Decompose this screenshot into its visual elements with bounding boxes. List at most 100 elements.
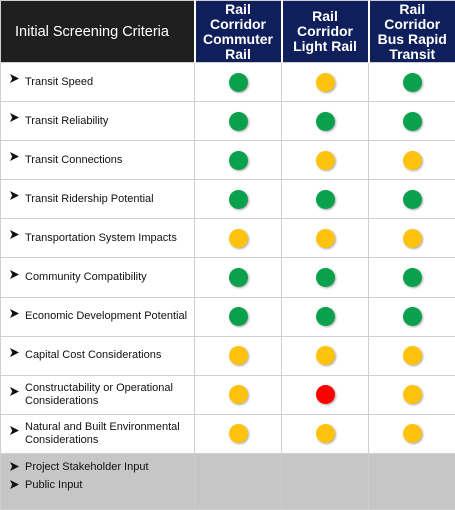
rating-green-dot-icon xyxy=(315,268,335,288)
rating-cell xyxy=(281,61,369,103)
rating-cell xyxy=(194,218,282,259)
rating-cell xyxy=(368,257,455,298)
rating-cell xyxy=(194,140,282,181)
arrow-bullet-icon xyxy=(9,386,20,397)
rating-green-dot-icon xyxy=(315,111,335,131)
rating-yellow-dot-icon xyxy=(315,424,335,444)
criteria-label: Transportation System Impacts xyxy=(25,232,177,245)
rating-cell xyxy=(281,101,369,142)
criteria-cell: Transit Speed xyxy=(0,61,195,103)
arrow-bullet-icon xyxy=(9,73,20,84)
rating-yellow-dot-icon xyxy=(402,385,422,405)
rating-cell xyxy=(281,218,369,259)
criteria-label: Economic Development Potential xyxy=(25,310,188,323)
criteria-label: Natural and Built Environmental Consider… xyxy=(25,421,180,446)
criteria-label: Transit Reliability xyxy=(25,114,109,127)
rating-yellow-dot-icon xyxy=(315,228,335,248)
criteria-row: Constructability or Operational Consider… xyxy=(0,374,455,415)
criteria-cell: Natural and Built Environmental Consider… xyxy=(0,413,195,455)
criteria-label: Transit Speed xyxy=(25,75,94,88)
arrow-bullet-icon xyxy=(9,479,20,490)
rating-cell xyxy=(281,179,369,220)
arrow-bullet-icon xyxy=(9,347,20,358)
criteria-label: Transit Connections xyxy=(25,153,123,166)
rating-cell xyxy=(194,374,282,415)
rating-yellow-dot-icon xyxy=(315,346,335,366)
criteria-body: Transit Speed Transit Reliability Transit … xyxy=(0,61,455,455)
rating-yellow-dot-icon xyxy=(228,385,248,405)
rating-cell xyxy=(194,101,282,142)
option-header-commuter-rail: Rail Corridor Commuter Rail xyxy=(193,0,282,63)
rating-green-dot-icon xyxy=(402,268,422,288)
rating-cell xyxy=(281,296,369,337)
arrow-bullet-icon xyxy=(9,151,20,162)
rating-yellow-dot-icon xyxy=(228,346,248,366)
rating-yellow-dot-icon xyxy=(228,228,248,248)
rating-green-dot-icon xyxy=(228,72,248,92)
arrow-bullet-icon xyxy=(9,190,20,201)
criteria-label: Community Compatibility xyxy=(25,271,147,284)
criteria-cell: Transportation System Impacts xyxy=(0,218,195,259)
rating-yellow-dot-icon xyxy=(402,150,422,170)
rating-cell xyxy=(281,140,369,181)
option-header-line: Transit xyxy=(389,45,436,62)
footer-empty-cell xyxy=(194,453,282,510)
criteria-cell: Transit Ridership Potential xyxy=(0,179,195,220)
criteria-row: Transit Connections xyxy=(0,140,455,181)
rating-green-dot-icon xyxy=(228,150,248,170)
rating-green-dot-icon xyxy=(402,189,422,209)
rating-cell xyxy=(368,218,455,259)
rating-cell xyxy=(368,335,455,376)
criteria-cell: Capital Cost Considerations xyxy=(0,335,195,376)
option-header-line: Rail Corridor xyxy=(297,8,353,39)
footer-empty-cell xyxy=(281,453,369,510)
arrow-bullet-icon xyxy=(9,308,20,319)
footer-item: Project Stakeholder Input xyxy=(9,461,194,473)
rating-cell xyxy=(368,296,455,337)
criteria-label: Constructability or Operational Consider… xyxy=(25,382,173,407)
rating-green-dot-icon xyxy=(228,307,248,327)
footer-item: Public Input xyxy=(9,479,194,491)
criteria-row: Transit Ridership Potential xyxy=(0,179,455,220)
rating-green-dot-icon xyxy=(228,189,248,209)
rating-yellow-dot-icon xyxy=(402,424,422,444)
option-header-line: Commuter xyxy=(202,30,273,47)
criteria-cell: Community Compatibility xyxy=(0,257,195,298)
criteria-row: Community Compatibility xyxy=(0,257,455,298)
rating-cell xyxy=(194,179,282,220)
criteria-row: Transit Speed xyxy=(0,61,455,103)
rating-green-dot-icon xyxy=(402,72,422,92)
rating-cell xyxy=(368,374,455,415)
rating-cell xyxy=(194,61,282,103)
option-header-line: Light Rail xyxy=(293,38,357,54)
criteria-cell: Transit Connections xyxy=(0,140,195,181)
criteria-row: Economic Development Potential xyxy=(0,296,455,337)
criteria-row: Transit Reliability xyxy=(0,101,455,142)
rating-cell xyxy=(368,61,455,103)
arrow-bullet-icon xyxy=(9,112,20,123)
rating-yellow-dot-icon xyxy=(402,346,422,366)
rating-green-dot-icon xyxy=(402,307,422,327)
rating-green-dot-icon xyxy=(228,111,248,131)
rating-green-dot-icon xyxy=(315,189,335,209)
criteria-cell: Transit Reliability xyxy=(0,101,195,142)
criteria-row: Natural and Built Environmental Consider… xyxy=(0,413,455,455)
rating-cell xyxy=(281,413,369,455)
footer-items-cell: Project Stakeholder Input Public Input xyxy=(0,453,195,510)
header-row: Initial Screening Criteria Rail Corridor… xyxy=(0,0,455,63)
criteria-label: Transit Ridership Potential xyxy=(25,193,154,206)
rating-red-dot-icon xyxy=(315,385,335,405)
criteria-row: Capital Cost Considerations xyxy=(0,335,455,376)
rating-cell xyxy=(194,296,282,337)
rating-cell xyxy=(281,335,369,376)
rating-cell xyxy=(368,140,455,181)
option-header-line: Bus Rapid xyxy=(377,30,447,47)
arrow-bullet-icon xyxy=(9,425,20,436)
rating-cell xyxy=(368,413,455,455)
rating-cell xyxy=(281,257,369,298)
rating-cell xyxy=(194,335,282,376)
footer-item-label: Project Stakeholder Input xyxy=(25,461,149,473)
option-header-light-rail: Rail Corridor Light Rail xyxy=(280,0,369,63)
footer-empty-cell xyxy=(368,453,455,510)
